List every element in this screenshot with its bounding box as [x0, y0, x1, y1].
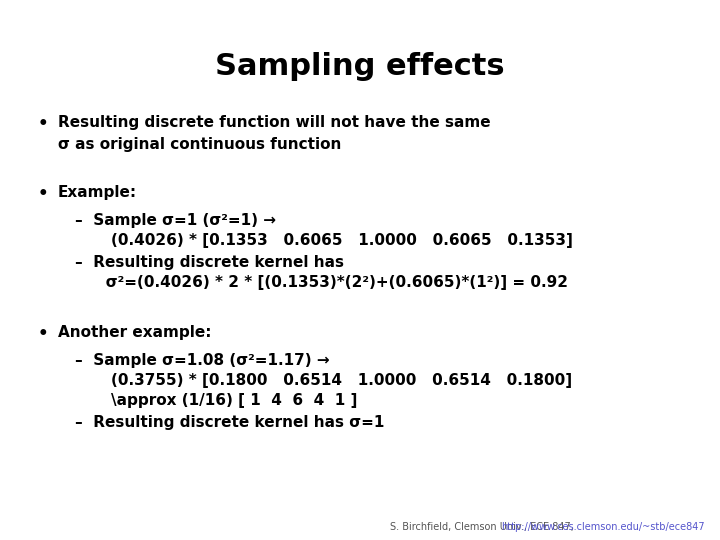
Text: Sampling effects: Sampling effects — [215, 52, 505, 81]
Text: σ²=(0.4026) * 2 * [(0.1353)*(2²)+(0.6065)*(1²)] = 0.92: σ²=(0.4026) * 2 * [(0.1353)*(2²)+(0.6065… — [90, 275, 568, 290]
Text: •: • — [38, 325, 49, 343]
Text: http://www.ces.clemson.edu/~stb/ece847: http://www.ces.clemson.edu/~stb/ece847 — [502, 522, 705, 532]
Text: σ as original continuous function: σ as original continuous function — [58, 137, 341, 152]
Text: (0.4026) * [0.1353   0.6065   1.0000   0.6065   0.1353]: (0.4026) * [0.1353 0.6065 1.0000 0.6065 … — [90, 233, 573, 248]
Text: S. Birchfield, Clemson Univ., ECE 847,: S. Birchfield, Clemson Univ., ECE 847, — [390, 522, 577, 532]
Text: –  Resulting discrete kernel has: – Resulting discrete kernel has — [75, 255, 344, 270]
Text: •: • — [38, 115, 49, 133]
Text: –  Sample σ=1 (σ²=1) →: – Sample σ=1 (σ²=1) → — [75, 213, 276, 228]
Text: •: • — [38, 185, 49, 203]
Text: (0.3755) * [0.1800   0.6514   1.0000   0.6514   0.1800]: (0.3755) * [0.1800 0.6514 1.0000 0.6514 … — [90, 373, 572, 388]
Text: –  Sample σ=1.08 (σ²=1.17) →: – Sample σ=1.08 (σ²=1.17) → — [75, 353, 330, 368]
Text: Another example:: Another example: — [58, 325, 212, 340]
Text: –  Resulting discrete kernel has σ=1: – Resulting discrete kernel has σ=1 — [75, 415, 384, 430]
Text: Resulting discrete function will not have the same: Resulting discrete function will not hav… — [58, 115, 490, 130]
Text: \approx (1/16) [ 1  4  6  4  1 ]: \approx (1/16) [ 1 4 6 4 1 ] — [90, 393, 357, 408]
Text: Example:: Example: — [58, 185, 137, 200]
